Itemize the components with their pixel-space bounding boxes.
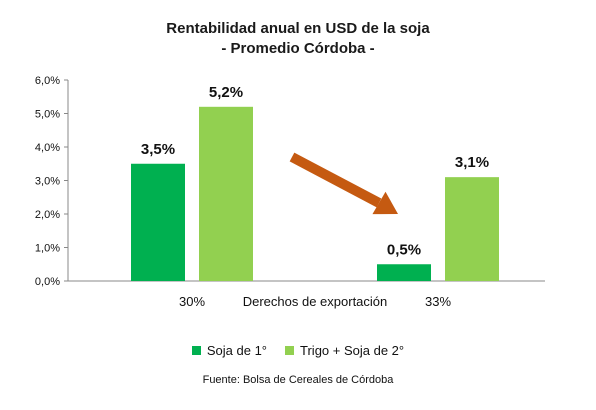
x-category-label: 33% (425, 294, 451, 309)
chart-title: Rentabilidad anual en USD de la soja (166, 20, 430, 37)
legend: Soja de 1° Trigo + Soja de 2° (0, 343, 596, 358)
data-label: 3,5% (141, 141, 175, 158)
y-tick-label: 2,0% (35, 209, 60, 221)
trend-arrow-head (372, 191, 398, 215)
legend-swatch-trigo-soja-2 (285, 346, 295, 355)
data-label: 3,1% (455, 154, 489, 171)
legend-item-trigo-soja-2: Trigo + Soja de 2° (285, 343, 404, 358)
y-tick-label: 1,0% (35, 243, 60, 255)
data-label: 5,2% (209, 84, 243, 101)
bar-soja-1-1 (377, 264, 431, 281)
x-axis-label: Derechos de exportación (243, 294, 388, 309)
y-tick-label: 0,0% (35, 276, 60, 288)
data-label: 0,5% (387, 241, 421, 258)
bar-soja-1-0 (131, 163, 185, 281)
legend-swatch-soja-1 (191, 346, 201, 355)
trend-arrow-shaft (289, 152, 382, 208)
source-note: Fuente: Bolsa de Cereales de Córdoba (202, 374, 394, 386)
y-tick-label: 4,0% (35, 142, 60, 154)
y-tick-label: 3,0% (35, 176, 60, 188)
y-tick-label: 5,0% (35, 109, 60, 121)
legend-label-soja-1: Soja de 1° (206, 343, 268, 358)
legend-label-trigo-soja-2: Trigo + Soja de 2° (300, 343, 405, 358)
bar-trigo-soja-2-1 (445, 177, 499, 281)
bar-trigo-soja-2-0 (199, 106, 253, 281)
y-tick-label: 6,0% (35, 75, 60, 87)
bar-chart: 0,0% 1,0% 2,0% 3,0% 4,0% 5,0% 6,0% 3,5% 5,2% 30% 0… (35, 75, 545, 309)
chart-subtitle: - Promedio Córdoba - (221, 40, 375, 57)
legend-item-soja-1: Soja de 1° (191, 343, 268, 358)
x-category-label: 30% (179, 294, 205, 309)
